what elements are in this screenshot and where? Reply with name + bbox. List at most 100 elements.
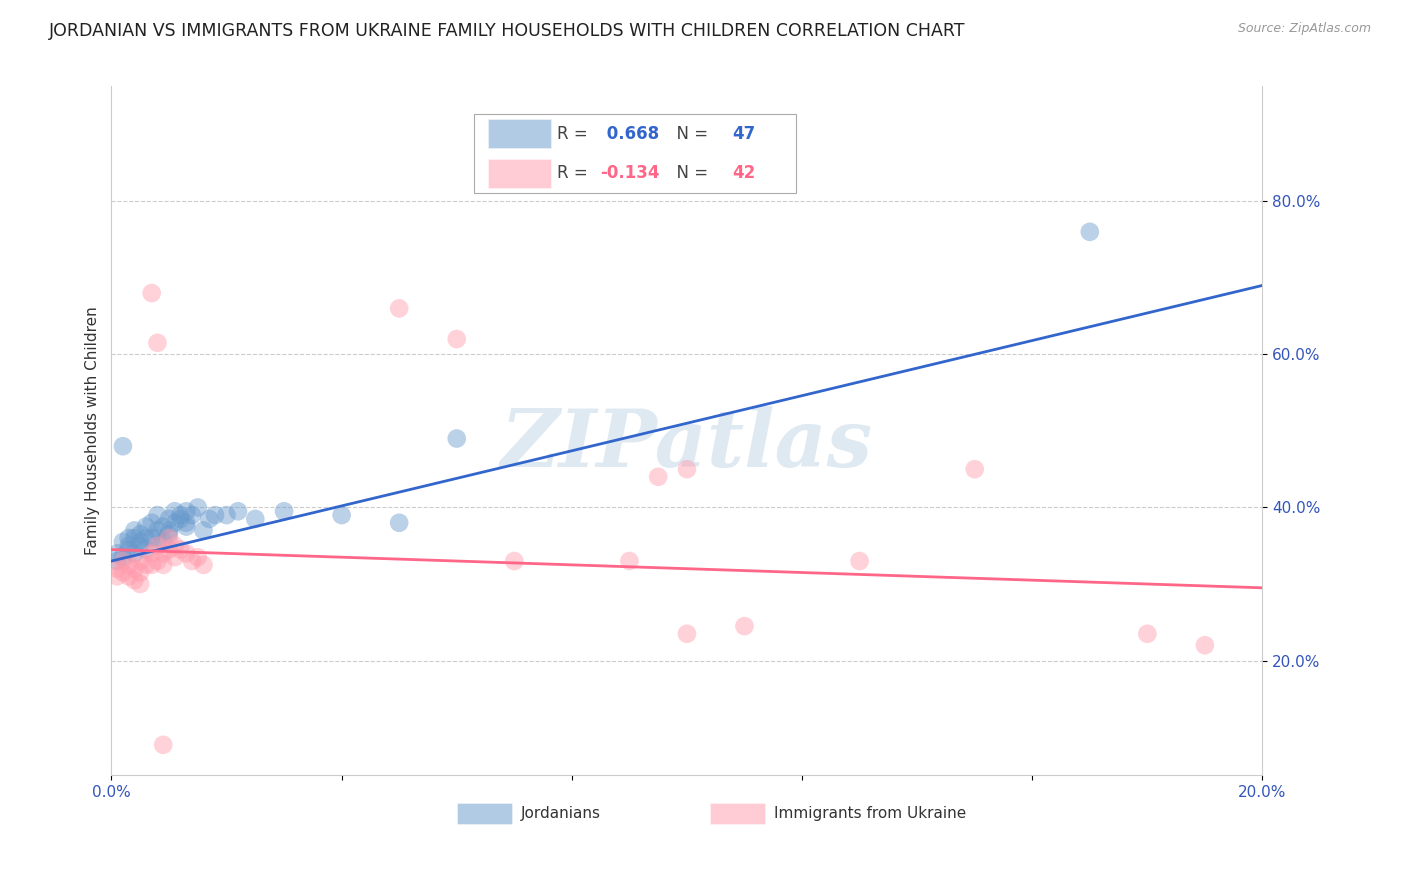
Point — [111, 439, 134, 453]
Point — [146, 335, 169, 350]
Point — [146, 531, 169, 545]
Point — [174, 546, 197, 560]
Point — [129, 554, 152, 568]
Point — [111, 550, 134, 565]
Point — [273, 504, 295, 518]
FancyBboxPatch shape — [457, 803, 512, 823]
Text: 42: 42 — [733, 164, 755, 182]
Text: Jordanians: Jordanians — [522, 805, 602, 821]
Point — [111, 535, 134, 549]
Point — [193, 558, 215, 572]
Point — [146, 508, 169, 522]
Point — [111, 554, 134, 568]
Point — [111, 566, 134, 580]
Point — [446, 332, 468, 346]
Text: R =: R = — [557, 164, 593, 182]
Point — [141, 516, 163, 530]
Point — [388, 301, 411, 316]
Point — [157, 527, 180, 541]
Point — [169, 542, 191, 557]
Point — [141, 546, 163, 560]
Point — [204, 508, 226, 522]
Point — [446, 432, 468, 446]
Point — [187, 550, 209, 565]
Point — [152, 738, 174, 752]
Point — [1136, 626, 1159, 640]
Point — [146, 554, 169, 568]
Text: R =: R = — [557, 125, 593, 143]
Point — [734, 619, 756, 633]
Point — [146, 539, 169, 553]
Point — [676, 462, 699, 476]
Point — [135, 558, 157, 572]
Point — [152, 546, 174, 560]
Point — [141, 286, 163, 301]
Point — [146, 524, 169, 538]
FancyBboxPatch shape — [488, 120, 551, 148]
Point — [135, 531, 157, 545]
Text: 0.668: 0.668 — [600, 125, 659, 143]
Point — [118, 539, 141, 553]
Point — [848, 554, 870, 568]
Point — [124, 531, 146, 545]
Point — [141, 558, 163, 572]
Point — [157, 512, 180, 526]
Point — [1078, 225, 1101, 239]
Point — [105, 546, 128, 560]
Point — [124, 546, 146, 560]
Text: -0.134: -0.134 — [600, 164, 659, 182]
Point — [181, 508, 204, 522]
Point — [124, 524, 146, 538]
Text: N =: N = — [666, 125, 714, 143]
Point — [193, 524, 215, 538]
Point — [152, 558, 174, 572]
Point — [118, 531, 141, 545]
Point — [129, 577, 152, 591]
Point — [157, 542, 180, 557]
Point — [157, 524, 180, 538]
Point — [174, 504, 197, 518]
Point — [152, 519, 174, 533]
Point — [169, 512, 191, 526]
Point — [118, 558, 141, 572]
Point — [963, 462, 986, 476]
Point — [105, 554, 128, 568]
Text: N =: N = — [666, 164, 714, 182]
Point — [181, 554, 204, 568]
Point — [129, 535, 152, 549]
Point — [129, 539, 152, 553]
Point — [215, 508, 238, 522]
Point — [118, 569, 141, 583]
Point — [157, 531, 180, 545]
Point — [503, 554, 526, 568]
Text: ZIPatlas: ZIPatlas — [501, 406, 873, 483]
Text: Immigrants from Ukraine: Immigrants from Ukraine — [775, 805, 967, 821]
FancyBboxPatch shape — [474, 114, 796, 194]
Point — [135, 519, 157, 533]
Point — [135, 542, 157, 557]
Point — [129, 527, 152, 541]
Point — [619, 554, 641, 568]
FancyBboxPatch shape — [488, 159, 551, 188]
Point — [105, 562, 128, 576]
Point — [174, 516, 197, 530]
Point — [174, 519, 197, 533]
Point — [1194, 638, 1216, 652]
Text: 47: 47 — [733, 125, 755, 143]
Point — [163, 550, 186, 565]
Point — [226, 504, 249, 518]
Point — [198, 512, 221, 526]
Point — [647, 470, 669, 484]
Point — [129, 566, 152, 580]
Point — [124, 573, 146, 587]
Point — [676, 626, 699, 640]
Point — [163, 504, 186, 518]
Point — [169, 508, 191, 522]
Point — [163, 539, 186, 553]
Point — [105, 569, 128, 583]
Text: Source: ZipAtlas.com: Source: ZipAtlas.com — [1237, 22, 1371, 36]
Point — [187, 500, 209, 515]
Point — [152, 535, 174, 549]
Point — [163, 516, 186, 530]
Point — [124, 562, 146, 576]
